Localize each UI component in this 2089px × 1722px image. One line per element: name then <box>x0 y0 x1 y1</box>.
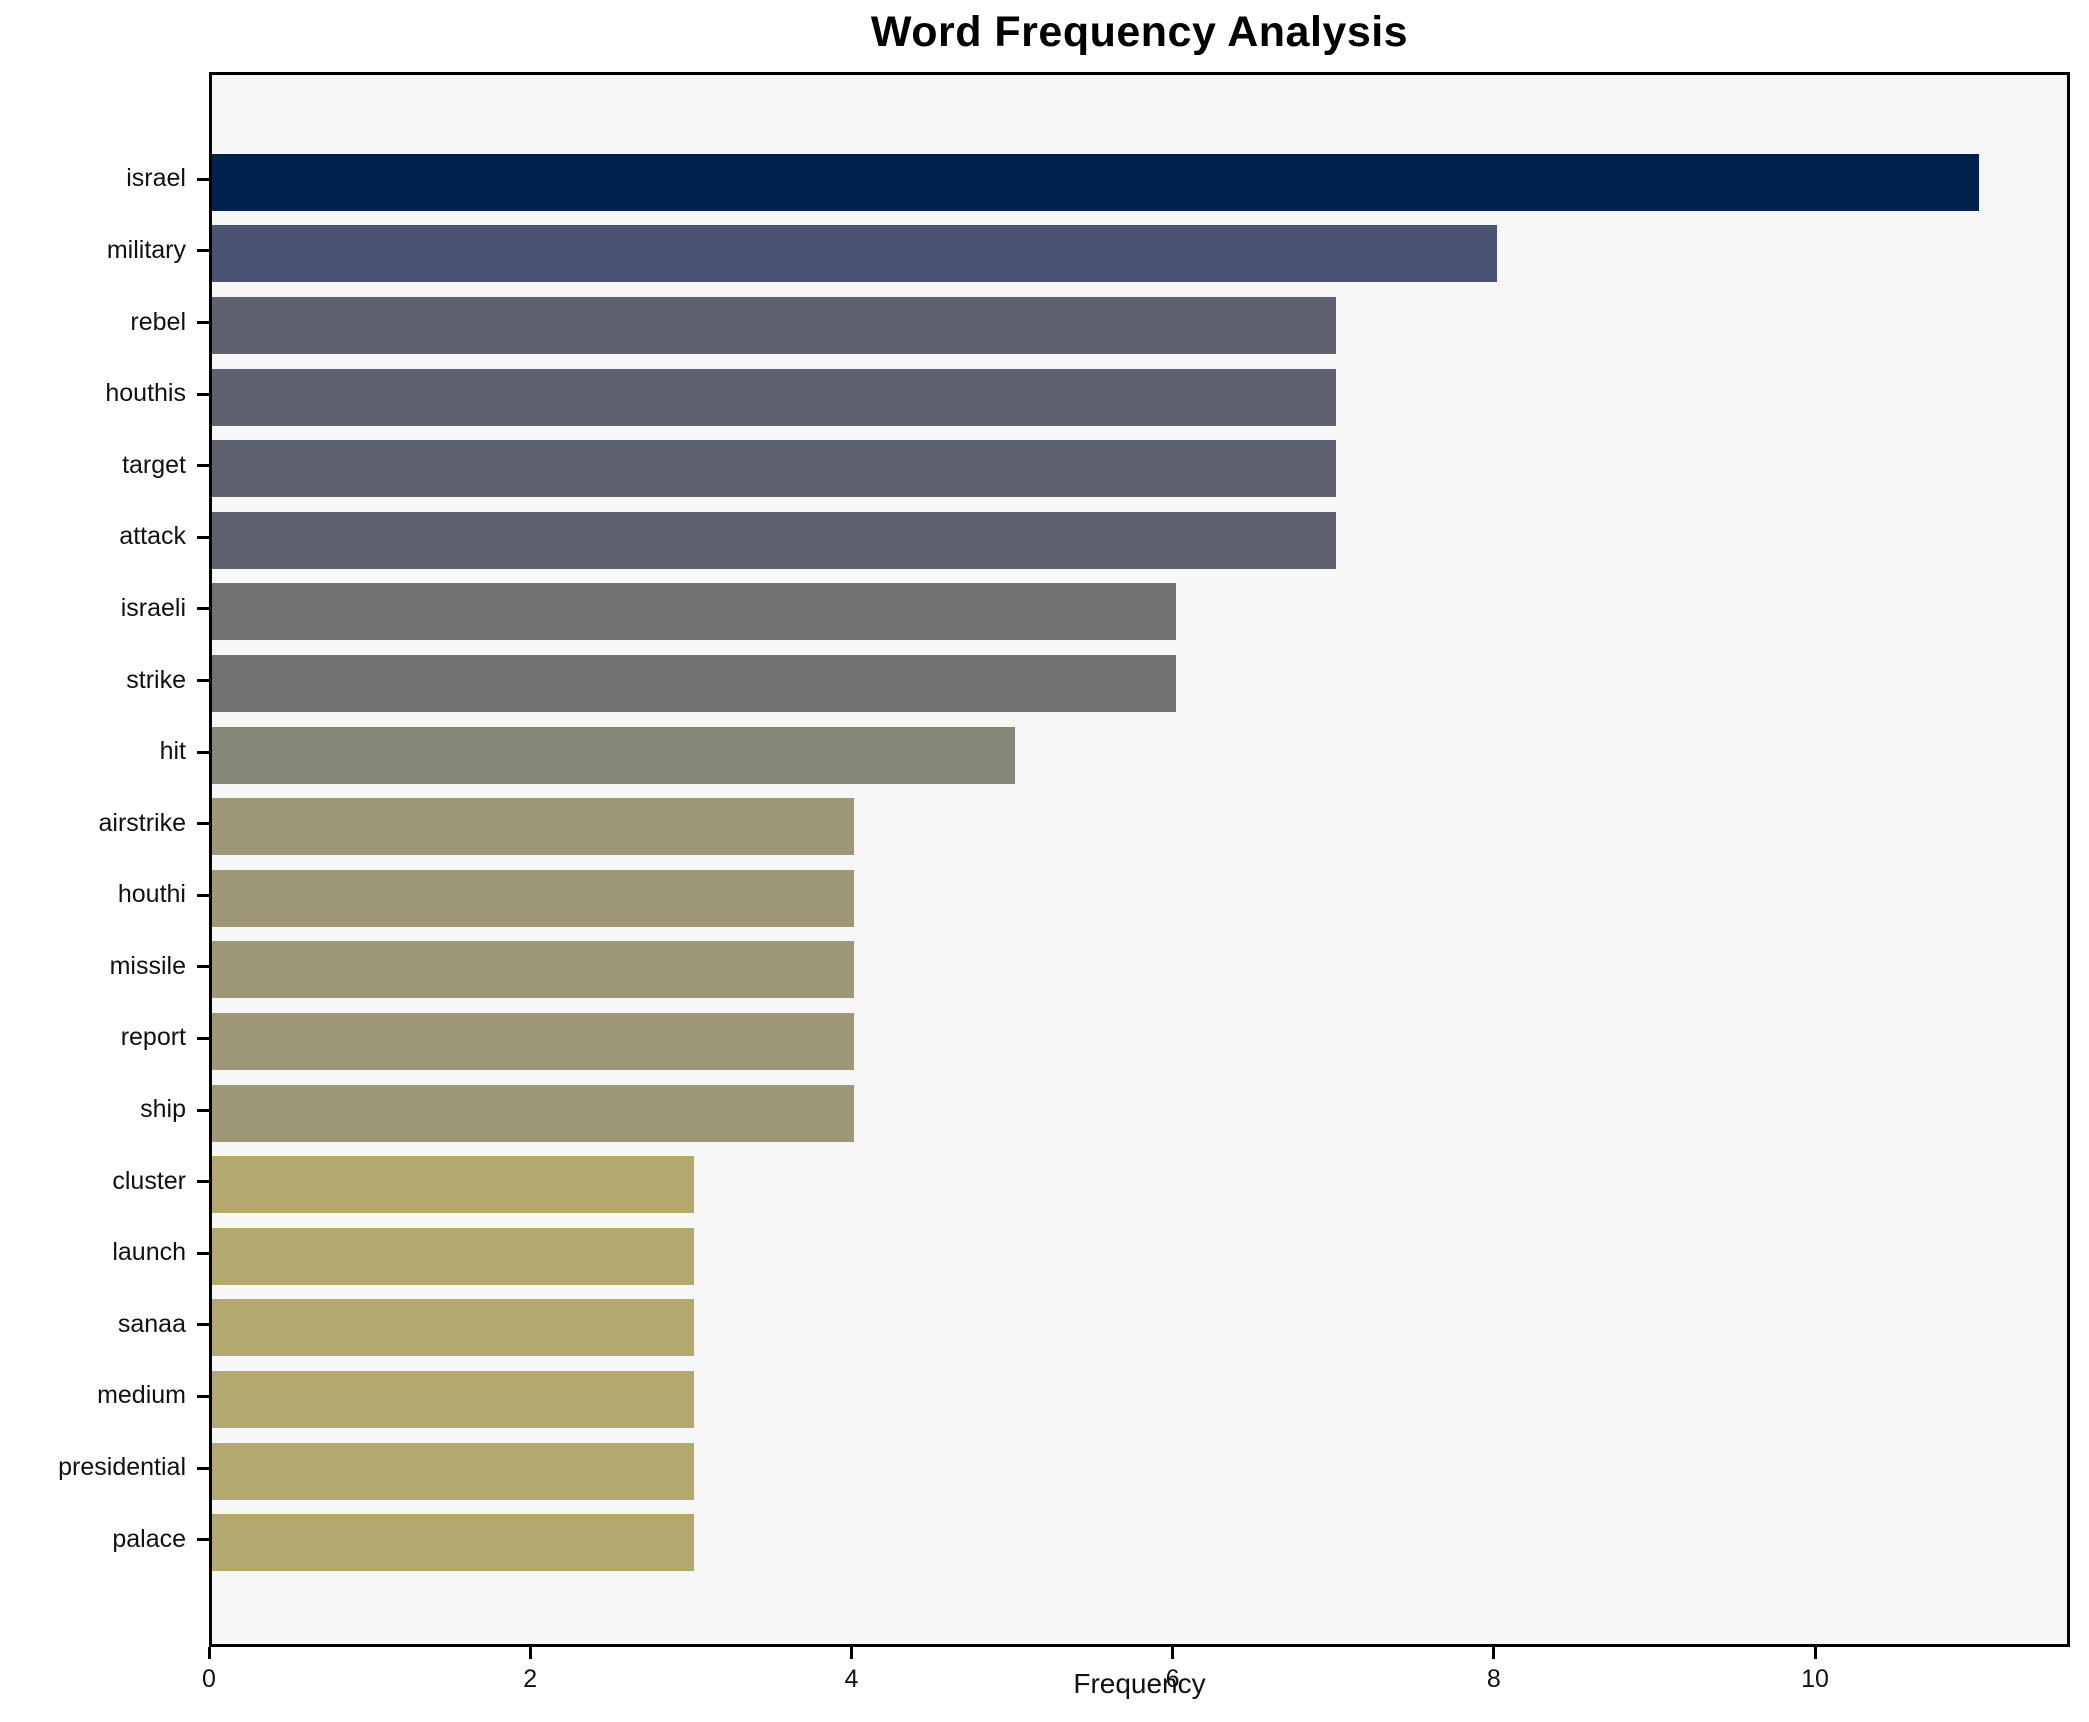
y-tick <box>197 1466 209 1470</box>
bar-sanaa <box>212 1299 694 1357</box>
y-axis-label-medium: medium <box>97 1381 186 1410</box>
x-tick <box>1492 1647 1496 1659</box>
y-axis-label-cluster: cluster <box>112 1166 186 1195</box>
y-tick <box>197 607 209 611</box>
y-axis-label-rebel: rebel <box>130 307 186 336</box>
bar-strike <box>212 655 1176 713</box>
x-axis-title: Frequency <box>1073 1668 1206 1699</box>
x-tick-label-10: 10 <box>1801 1665 1829 1693</box>
y-axis-label-attack: attack <box>119 522 186 551</box>
chart-title: Word Frequency Analysis <box>870 8 1409 56</box>
bar-report <box>212 1012 855 1070</box>
y-tick <box>197 1251 209 1255</box>
bar-israel <box>212 153 1979 211</box>
y-axis-label-launch: launch <box>112 1238 186 1267</box>
bar-missile <box>212 941 855 999</box>
bar-medium <box>212 1370 694 1428</box>
x-tick <box>207 1647 211 1659</box>
y-tick <box>197 750 209 754</box>
x-tick-label-6: 6 <box>1165 1665 1180 1693</box>
y-tick <box>197 392 209 396</box>
bar-airstrike <box>212 798 855 856</box>
y-tick <box>197 1538 209 1542</box>
x-tick-label-0: 0 <box>202 1665 216 1693</box>
y-tick <box>197 1108 209 1112</box>
bar-hit <box>212 726 1016 784</box>
y-tick <box>197 893 209 897</box>
x-tick <box>849 1647 853 1659</box>
y-axis-label-report: report <box>120 1023 186 1052</box>
y-axis-label-target: target <box>122 450 186 479</box>
bar-launch <box>212 1227 694 1285</box>
y-tick <box>197 1323 209 1327</box>
y-tick <box>197 679 209 683</box>
bar-rebel <box>212 297 1337 355</box>
bar-cluster <box>212 1156 694 1214</box>
y-axis-label-presidential: presidential <box>58 1453 186 1482</box>
x-tick-label-8: 8 <box>1486 1665 1501 1693</box>
x-tick-label-2: 2 <box>523 1665 538 1693</box>
y-axis-label-ship: ship <box>140 1095 186 1124</box>
y-tick <box>197 822 209 826</box>
bar-houthis <box>212 368 1337 426</box>
bar-israeli <box>212 583 1176 641</box>
y-axis-label-israeli: israeli <box>120 593 186 622</box>
y-tick <box>197 1036 209 1040</box>
y-tick <box>197 177 209 181</box>
y-axis-label-hit: hit <box>159 737 186 766</box>
plot-area <box>209 72 2070 1647</box>
y-axis-label-sanaa: sanaa <box>117 1309 186 1338</box>
bar-presidential <box>212 1442 694 1500</box>
bar-target <box>212 440 1337 498</box>
bar-attack <box>212 511 1337 569</box>
bar-ship <box>212 1084 855 1142</box>
y-axis-label-israel: israel <box>126 164 186 193</box>
bar-military <box>212 225 1497 283</box>
x-tick <box>1813 1647 1817 1659</box>
y-axis-label-palace: palace <box>112 1524 186 1553</box>
y-tick <box>197 1180 209 1184</box>
y-tick <box>197 1394 209 1398</box>
x-tick-label-4: 4 <box>844 1665 859 1693</box>
y-tick <box>197 464 209 468</box>
y-tick <box>197 321 209 325</box>
x-tick <box>1171 1647 1175 1659</box>
y-axis-label-strike: strike <box>126 665 186 694</box>
y-axis-label-houthi: houthi <box>117 880 186 909</box>
y-tick <box>197 249 209 253</box>
y-axis-label-airstrike: airstrike <box>98 808 186 837</box>
bar-palace <box>212 1514 694 1572</box>
y-axis-label-military: military <box>106 235 186 264</box>
y-tick <box>197 535 209 539</box>
x-tick <box>528 1647 532 1659</box>
y-axis-label-missile: missile <box>109 951 186 980</box>
y-tick <box>197 965 209 969</box>
y-axis-label-houthis: houthis <box>105 379 186 408</box>
bar-houthi <box>212 869 855 927</box>
